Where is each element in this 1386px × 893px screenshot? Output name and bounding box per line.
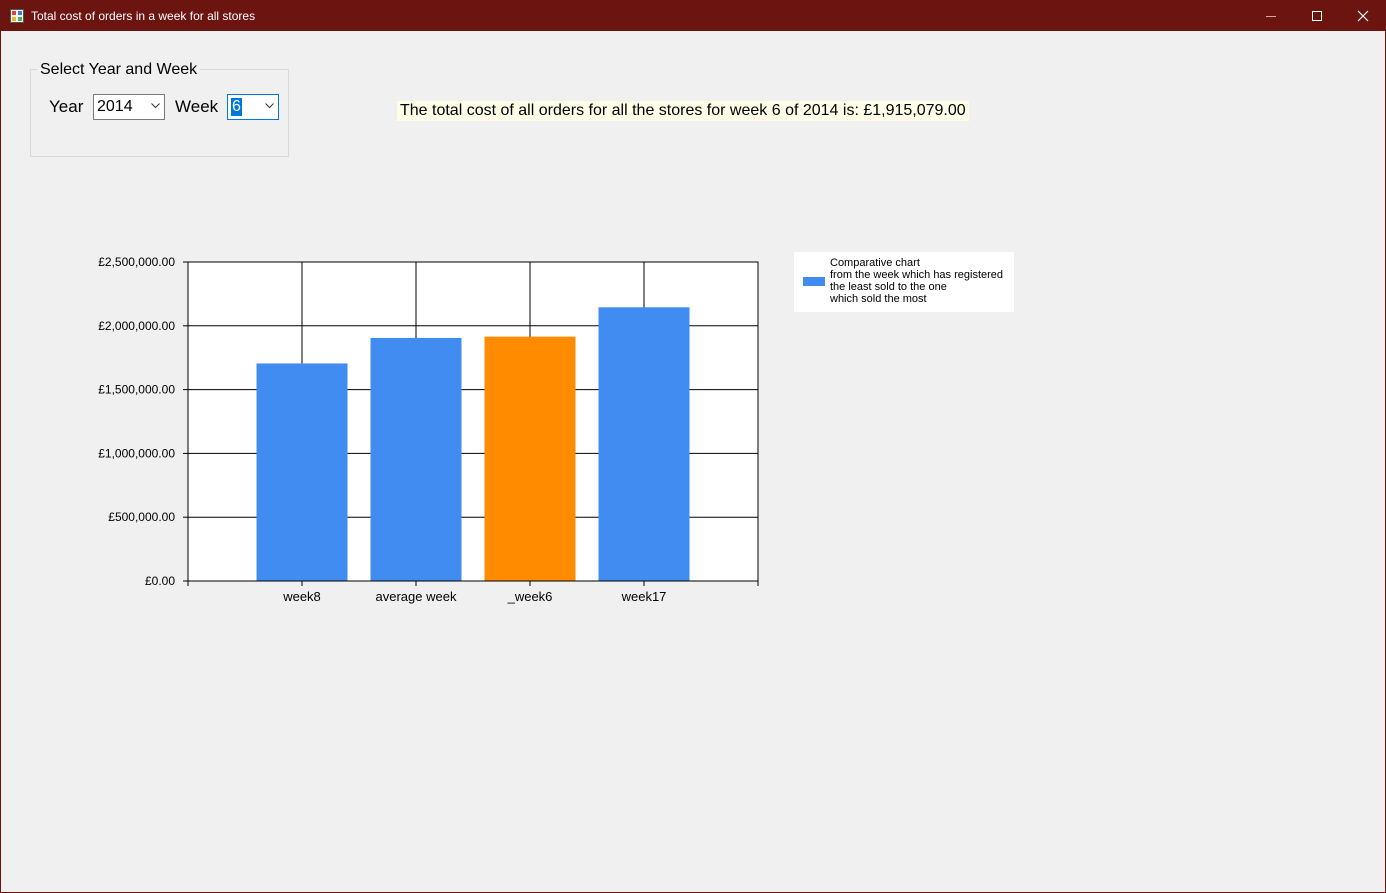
maximize-icon xyxy=(1312,11,1322,21)
week-value: 6 xyxy=(231,98,242,116)
year-combobox[interactable]: 2014 xyxy=(93,94,165,120)
bar xyxy=(256,363,348,581)
week-label: Week xyxy=(175,97,219,116)
y-tick-label: £500,000.00 xyxy=(108,510,175,524)
close-icon xyxy=(1357,10,1369,22)
week-combobox[interactable]: 6 xyxy=(227,94,279,120)
title-bar[interactable]: Total cost of orders in a week for all s… xyxy=(1,1,1385,31)
legend-line: Comparative chart xyxy=(830,257,920,269)
legend-line: the least sold to the one xyxy=(830,281,947,293)
y-tick-label: £0.00 xyxy=(145,574,175,588)
legend-line: which sold the most xyxy=(830,293,927,305)
x-tick-label: week8 xyxy=(282,589,321,604)
legend-swatch xyxy=(803,277,825,286)
app-icon xyxy=(10,9,24,23)
minimize-icon xyxy=(1266,16,1276,17)
close-button[interactable] xyxy=(1340,1,1386,31)
x-tick-label: week17 xyxy=(621,589,667,604)
bar xyxy=(370,337,462,581)
chart-legend: Comparative chart from the week which ha… xyxy=(794,252,1014,312)
plot-border xyxy=(187,261,759,582)
legend-line: from the week which has registered xyxy=(830,269,1004,281)
bar xyxy=(484,336,576,581)
window-title: Total cost of orders in a week for all s… xyxy=(31,9,256,23)
chevron-down-icon[interactable] xyxy=(265,103,274,109)
year-value: 2014 xyxy=(97,98,133,115)
total-cost-summary: The total cost of all orders for all the… xyxy=(397,101,969,121)
y-tick-label: £1,000,000.00 xyxy=(98,446,175,460)
y-tick-label: £2,000,000.00 xyxy=(98,319,175,333)
maximize-button[interactable] xyxy=(1294,1,1340,31)
legend-text: Comparative chart from the week which ha… xyxy=(830,257,1003,305)
chevron-down-icon[interactable] xyxy=(151,103,160,109)
groupbox-title: Select Year and Week xyxy=(37,61,201,79)
bar xyxy=(598,307,690,581)
minimize-button[interactable] xyxy=(1248,1,1294,31)
x-tick-label: average week xyxy=(376,589,457,604)
x-tick-label: _week6 xyxy=(507,589,553,604)
year-label: Year xyxy=(49,97,84,116)
y-tick-label: £1,500,000.00 xyxy=(98,383,175,397)
y-tick-label: £2,500,000.00 xyxy=(98,255,175,269)
